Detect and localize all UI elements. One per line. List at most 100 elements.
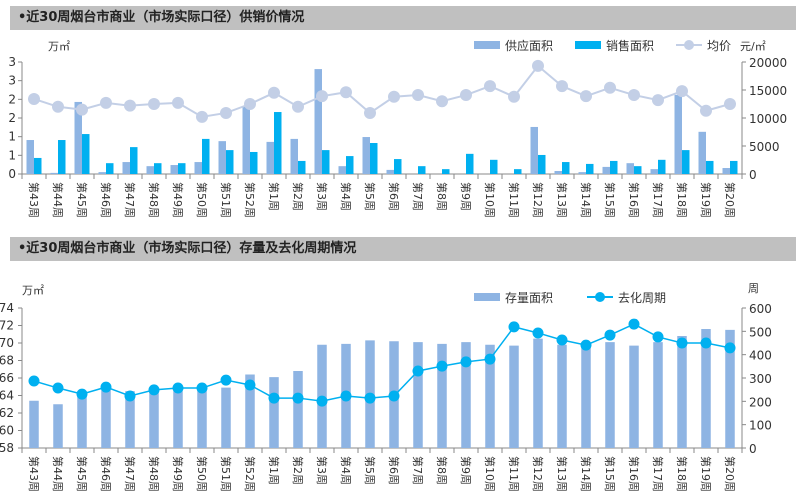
point-去化周期	[700, 337, 712, 349]
left-tick-label: 0	[8, 167, 16, 181]
legend-label: 去化周期	[618, 291, 666, 305]
point-均价	[436, 95, 448, 108]
right-axis-unit: 元/㎡	[740, 40, 766, 53]
point-去化周期	[412, 365, 424, 377]
bar-销售面积	[538, 154, 546, 174]
left-axis-unit: 万㎡	[48, 40, 70, 53]
right-tick-label: 20000	[749, 56, 787, 70]
bar-存量面积	[221, 387, 231, 448]
x-tick-label: 第47周	[123, 182, 137, 218]
bar-销售面积	[202, 138, 210, 174]
point-均价	[652, 94, 664, 107]
x-tick-label: 第12周	[531, 456, 545, 492]
bar-供应面积	[578, 172, 586, 174]
bar-供应面积	[170, 165, 178, 174]
bar-销售面积	[634, 166, 642, 174]
point-均价	[124, 99, 136, 112]
bar-销售面积	[562, 162, 570, 174]
point-均价	[268, 86, 280, 99]
left-tick-label: 58	[0, 441, 14, 455]
x-tick-label: 第6周	[387, 456, 401, 485]
point-均价	[28, 92, 40, 105]
point-均价	[508, 90, 520, 103]
legend-label: 均价	[707, 39, 731, 53]
x-tick-label: 第20周	[723, 182, 737, 218]
x-tick-label: 第8周	[435, 456, 449, 485]
legend-label: 存量面积	[505, 291, 553, 305]
point-均价	[700, 104, 712, 117]
x-tick-label: 第7周	[411, 456, 425, 485]
bar-存量面积	[485, 344, 495, 448]
point-去化周期	[724, 342, 736, 354]
bar-销售面积	[586, 163, 594, 174]
x-tick-label: 第48周	[147, 456, 161, 492]
left-tick-label: 2	[8, 111, 16, 125]
point-均价	[412, 89, 424, 102]
point-去化周期	[28, 375, 40, 387]
bar-供应面积	[650, 169, 658, 174]
right-tick-label: 400	[749, 349, 772, 363]
right-tick-label: 5000	[749, 140, 780, 154]
x-tick-label: 第15周	[603, 456, 617, 492]
bar-存量面积	[701, 329, 711, 448]
legend-swatch-dot-均价	[684, 40, 694, 50]
x-tick-label: 第49周	[171, 182, 185, 218]
bar-存量面积	[461, 342, 471, 448]
bar-供应面积	[722, 168, 730, 174]
point-均价	[724, 98, 736, 110]
bar-销售面积	[250, 151, 258, 174]
bar-供应面积	[194, 162, 202, 174]
bar-销售面积	[154, 163, 162, 174]
bar-供应面积	[314, 69, 322, 174]
x-tick-label: 第44周	[51, 456, 65, 492]
bar-销售面积	[58, 140, 66, 174]
bar-存量面积	[269, 377, 279, 448]
point-去化周期	[148, 384, 160, 396]
bar-存量面积	[293, 371, 303, 448]
right-tick-label: 300	[749, 372, 772, 386]
legend-swatch-dot-去化周期	[595, 292, 605, 302]
left-tick-label: 64	[0, 389, 14, 403]
bar-销售面积	[106, 163, 114, 174]
left-tick-label: 62	[0, 406, 14, 420]
x-tick-label: 第43周	[27, 456, 41, 492]
bar-供应面积	[122, 162, 130, 174]
x-tick-label: 第14周	[579, 182, 593, 218]
bar-存量面积	[197, 389, 207, 448]
point-去化周期	[268, 392, 280, 404]
point-均价	[148, 98, 160, 110]
bar-销售面积	[394, 159, 402, 174]
point-均价	[628, 89, 640, 102]
x-tick-label: 第47周	[123, 456, 137, 492]
bar-存量面积	[101, 390, 111, 448]
bar-存量面积	[149, 389, 159, 448]
bar-存量面积	[581, 344, 591, 448]
bar-供应面积	[554, 171, 562, 174]
left-tick-label: 3	[8, 55, 16, 69]
point-去化周期	[364, 392, 376, 404]
point-均价	[244, 98, 256, 110]
x-tick-label: 第1周	[267, 182, 281, 211]
bar-供应面积	[266, 141, 274, 174]
legend-swatch-供应面积	[474, 41, 500, 49]
point-去化周期	[124, 390, 136, 402]
bar-供应面积	[338, 166, 346, 174]
x-tick-label: 第50周	[195, 456, 209, 492]
bar-销售面积	[418, 166, 426, 174]
point-去化周期	[76, 388, 88, 400]
right-tick-label: 10000	[749, 112, 787, 126]
bar-销售面积	[346, 156, 354, 174]
point-均价	[364, 106, 376, 119]
point-去化周期	[628, 318, 640, 330]
x-tick-label: 第49周	[171, 456, 185, 492]
x-tick-label: 第52周	[243, 456, 257, 492]
x-tick-label: 第2周	[291, 182, 305, 211]
bar-销售面积	[610, 160, 618, 174]
bar-销售面积	[490, 159, 498, 174]
x-tick-label: 第9周	[459, 182, 473, 211]
x-tick-label: 第3周	[315, 456, 329, 485]
point-均价	[76, 103, 88, 116]
point-均价	[196, 110, 208, 123]
bar-销售面积	[730, 160, 738, 174]
bar-存量面积	[437, 343, 447, 448]
